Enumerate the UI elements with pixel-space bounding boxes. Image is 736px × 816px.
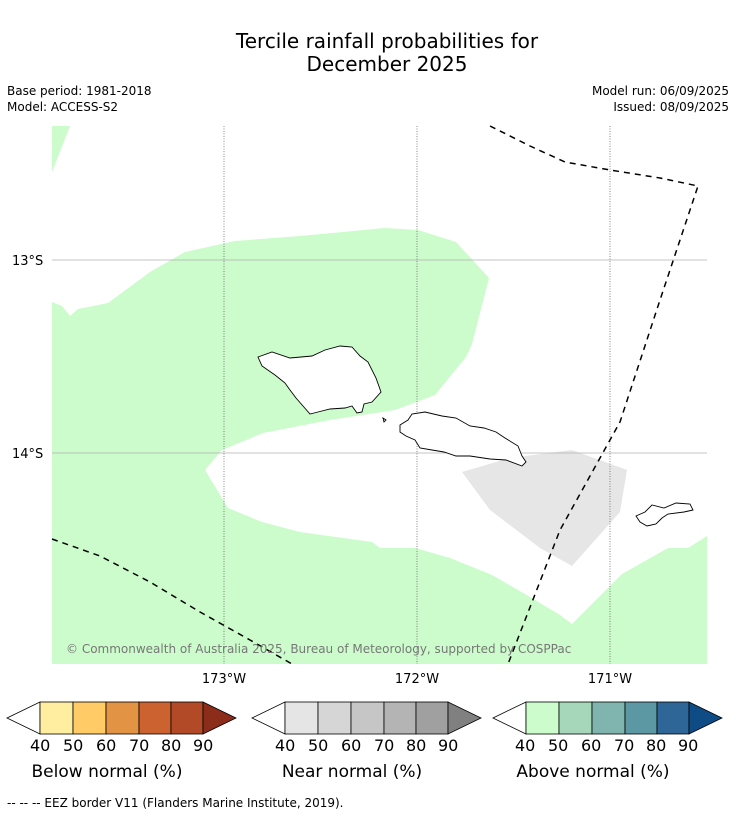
near-normal-region bbox=[462, 450, 627, 566]
meta-right: Model run: 06/09/2025 Issued: 08/09/2025 bbox=[592, 83, 729, 115]
tick: 40 bbox=[515, 736, 536, 755]
lat-axis-labels: 13°S 14°S bbox=[12, 254, 43, 462]
lon-label-171w: 171°W bbox=[588, 672, 632, 687]
tick: 60 bbox=[96, 736, 117, 755]
below-normal-over-arrow bbox=[202, 701, 237, 735]
tick: 80 bbox=[646, 736, 667, 755]
below-normal-swatch-50 bbox=[72, 701, 107, 735]
base-period: Base period: 1981-2018 bbox=[7, 84, 152, 98]
title-line-1: Tercile rainfall probabilities for bbox=[235, 29, 539, 53]
eez-border-east bbox=[489, 125, 699, 665]
issued-date: Issued: 08/09/2025 bbox=[613, 100, 729, 114]
above-normal-label: Above normal (%) bbox=[516, 762, 670, 782]
tick: 40 bbox=[30, 736, 51, 755]
tick: 60 bbox=[341, 736, 362, 755]
map-panel: © Commonwealth of Australia 2025, Bureau… bbox=[12, 125, 707, 687]
title-line-2: December 2025 bbox=[306, 52, 468, 76]
above-normal-swatch-50 bbox=[558, 701, 593, 735]
tick: 90 bbox=[678, 736, 699, 755]
below-normal-label: Below normal (%) bbox=[31, 762, 183, 782]
tick: 50 bbox=[548, 736, 569, 755]
lon-label-172w: 172°W bbox=[395, 672, 439, 687]
tick: 50 bbox=[308, 736, 329, 755]
near-normal-swatch-60 bbox=[350, 701, 385, 735]
above-normal-swatch-40 bbox=[525, 701, 560, 735]
tick: 80 bbox=[406, 736, 427, 755]
above-normal-under-arrow bbox=[492, 701, 527, 735]
near-normal-over-arrow bbox=[447, 701, 482, 735]
lat-label-13s: 13°S bbox=[12, 254, 43, 269]
near-normal-label: Near normal (%) bbox=[281, 762, 423, 782]
below-normal-swatch-70 bbox=[138, 701, 172, 735]
islands bbox=[257, 345, 694, 527]
copyright-text: © Commonwealth of Australia 2025, Bureau… bbox=[66, 642, 571, 656]
tutuila-island bbox=[635, 502, 694, 527]
map-title: Tercile rainfall probabilities for Decem… bbox=[0, 30, 736, 76]
graticule-lon bbox=[223, 126, 611, 664]
eez-border bbox=[51, 125, 699, 665]
tick: 90 bbox=[193, 736, 214, 755]
below-normal-swatch-60 bbox=[105, 701, 140, 735]
near-normal-under-arrow bbox=[251, 701, 286, 735]
eez-border-west bbox=[51, 538, 293, 665]
near-normal-swatch-50 bbox=[317, 701, 352, 735]
graticule-lat bbox=[52, 259, 707, 454]
tick: 40 bbox=[275, 736, 296, 755]
lon-axis-labels: 173°W 172°W 171°W bbox=[202, 672, 632, 687]
tick: 70 bbox=[374, 736, 395, 755]
near-normal-swatch-40 bbox=[284, 701, 319, 735]
tick: 60 bbox=[581, 736, 602, 755]
near-normal-swatch-80 bbox=[415, 701, 449, 735]
manono-islet bbox=[382, 416, 387, 423]
above-normal-swatch-70 bbox=[624, 701, 658, 735]
below-normal-swatch-40 bbox=[39, 701, 74, 735]
near-normal-colorbar bbox=[251, 701, 482, 735]
tick: 50 bbox=[63, 736, 84, 755]
upolu-island bbox=[399, 411, 527, 467]
tick: 70 bbox=[614, 736, 635, 755]
lon-label-173w: 173°W bbox=[202, 672, 246, 687]
above-normal-swatch-80 bbox=[656, 701, 690, 735]
near-normal-swatch-70 bbox=[383, 701, 417, 735]
meta-left: Base period: 1981-2018 Model: ACCESS-S2 bbox=[7, 83, 152, 115]
model-name: Model: ACCESS-S2 bbox=[7, 100, 119, 114]
savaii-island bbox=[257, 345, 382, 415]
tick: 80 bbox=[161, 736, 182, 755]
above-normal-over-arrow bbox=[688, 701, 723, 735]
below-normal-under-arrow bbox=[6, 701, 41, 735]
tick: 70 bbox=[129, 736, 150, 755]
above-normal-region bbox=[52, 126, 707, 664]
model-run: Model run: 06/09/2025 bbox=[591, 84, 729, 98]
eez-footnote: -- -- -- EEZ border V11 (Flanders Marine… bbox=[7, 796, 344, 810]
above-normal-colorbar bbox=[492, 701, 723, 735]
below-normal-swatch-80 bbox=[170, 701, 204, 735]
above-normal-swatch-60 bbox=[591, 701, 626, 735]
tick: 90 bbox=[438, 736, 459, 755]
lat-label-14s: 14°S bbox=[12, 447, 43, 462]
below-normal-colorbar bbox=[6, 701, 237, 735]
